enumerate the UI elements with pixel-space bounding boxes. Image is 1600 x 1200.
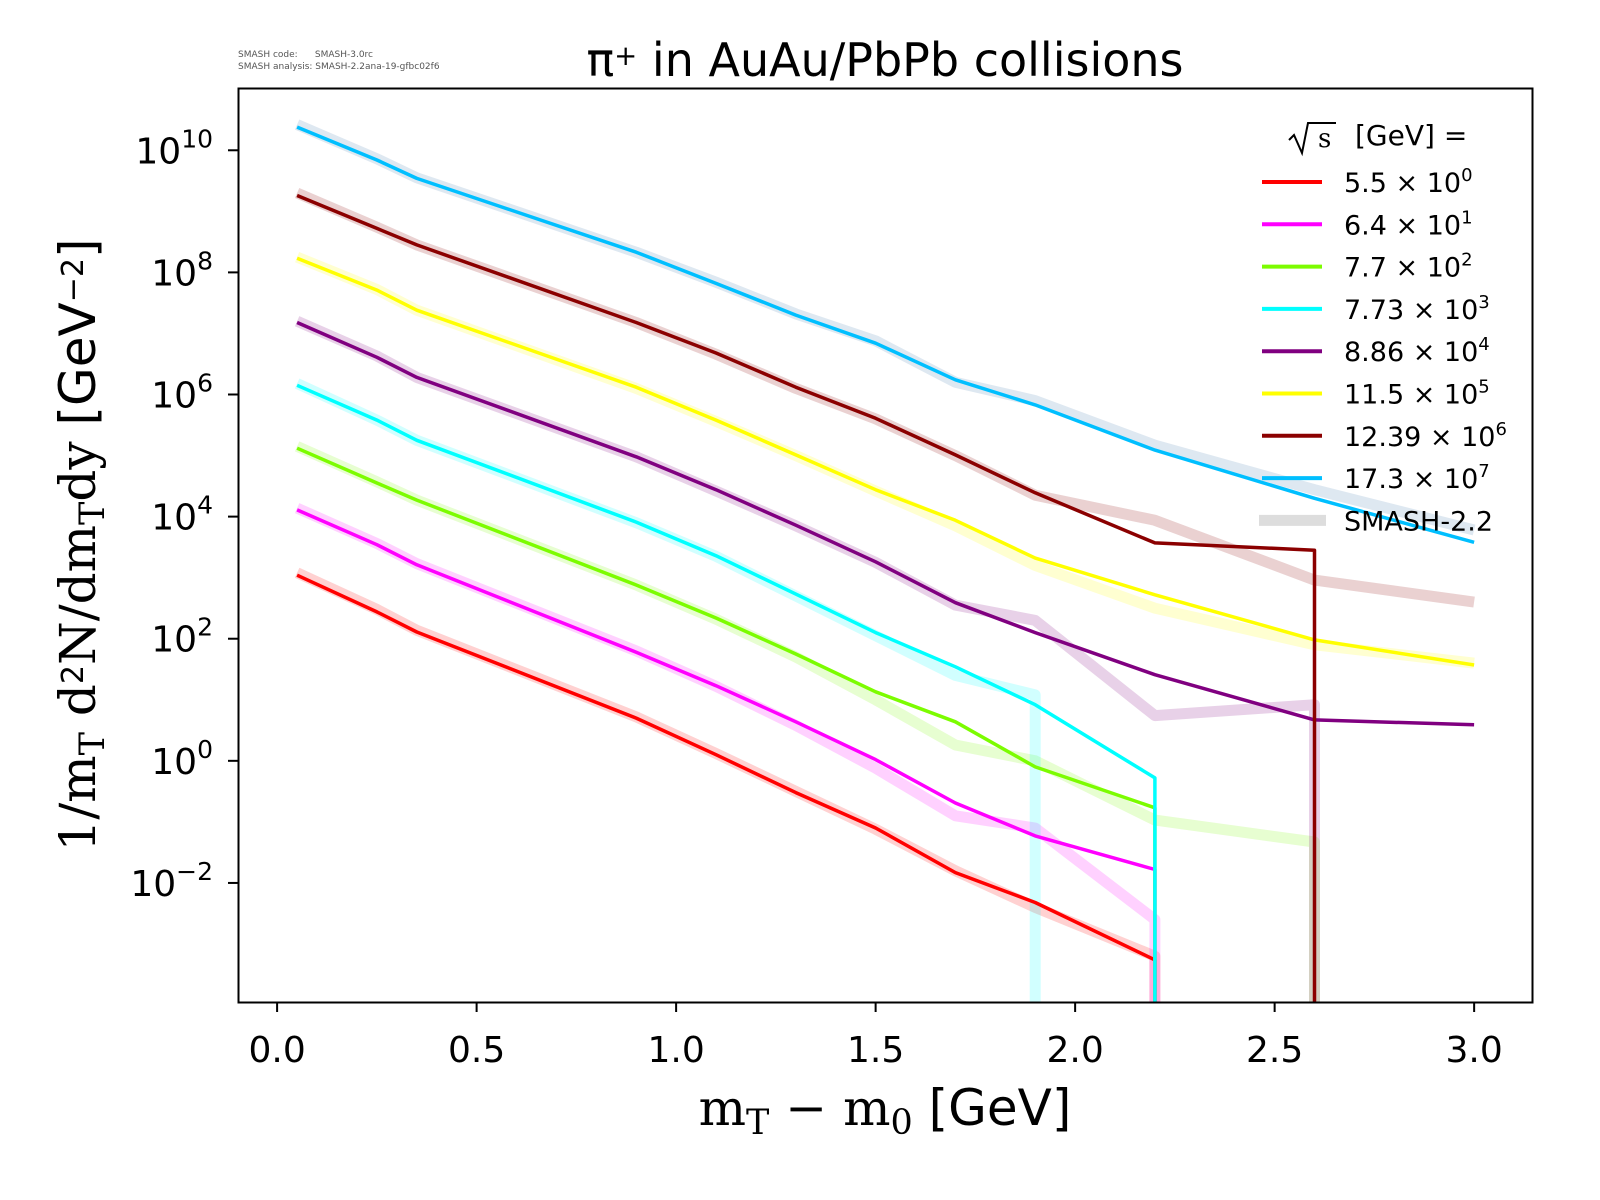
reference-series [294,119,1476,1002]
label-part: −2 [56,258,91,302]
y-tick-label: 1010 [135,124,213,172]
x-tick-label: 1.0 [647,1030,704,1071]
label-part: − [769,1079,843,1137]
label-part: + [614,39,637,72]
legend-label: 7.7 × 102 [1344,250,1473,284]
reference-line [294,378,1041,1002]
x-tick-label: 0.5 [448,1030,505,1071]
legend-label-reference: SMASH-2.2 [1344,506,1493,537]
y-tick-base: 10 [151,375,197,416]
label-part: dy [49,426,107,502]
legend-exponent: 7 [1478,461,1489,482]
y-tick-label: 108 [151,246,213,294]
label-part: T [73,732,113,755]
y-tick-exponent: 2 [197,613,213,642]
x-tick-label: 1.5 [847,1030,904,1071]
y-tick-exponent: 10 [181,124,213,153]
y-tick-exponent: 0 [197,735,213,764]
label-part: 1/m [49,755,107,851]
data-series [296,125,1475,1002]
legend: s [GeV] = 5.5 × 100 6.4 × 101 7.7 × 102 7.73 … [1259,119,1507,537]
y-tick-exponent: −2 [176,857,213,886]
y-tick-label: 106 [151,368,213,416]
legend-label: 6.4 × 101 [1344,207,1473,241]
legend-mantissa: 5.5 × 10 [1344,168,1461,199]
legend-exponent: 1 [1461,207,1472,228]
y-tick-base: 10 [151,253,197,294]
label-part: [GeV] [913,1079,1072,1137]
y-axis-label: 1/mT d2N/dmTdy [GeV−2] [49,239,113,852]
legend-mantissa: 6.4 × 10 [1344,210,1461,241]
series-line [296,320,1475,727]
meta-smash-code: SMASH code: SMASH-3.0rc [238,50,373,60]
label-part: m [843,1079,890,1137]
legend-mantissa: 12.39 × 10 [1344,422,1495,453]
series-line [296,125,1475,544]
legend-title: [GeV] = [1355,119,1467,152]
label-part: 2 [56,665,91,684]
y-tick-base: 10 [151,620,197,661]
legend-exponent: 2 [1461,250,1472,271]
x-axis: 0.0 0.5 1.0 1.5 2.0 2.5 3.0 [248,1002,1503,1071]
x-axis-label: mT − m0 [GeV] [699,1079,1072,1143]
y-tick-base: 10 [135,131,181,172]
legend-exponent: 0 [1461,165,1472,186]
legend-title-s: s [1318,124,1331,154]
chart-title: π+ in AuAu/PbPb collisions [586,33,1183,87]
label-part: d [49,684,107,732]
legend-mantissa: 11.5 × 10 [1344,380,1478,411]
legend-mantissa: 17.3 × 10 [1344,464,1478,495]
sqrt-symbol [1288,122,1336,157]
series-line [296,256,1475,667]
legend-exponent: 5 [1478,377,1489,398]
y-tick-exponent: 6 [197,368,213,397]
legend-label: 17.3 × 107 [1344,461,1490,495]
y-tick-base: 10 [151,498,197,539]
y-tick-exponent: 8 [197,246,213,275]
series-line [296,383,1157,1002]
legend-mantissa: 8.86 × 10 [1344,337,1478,368]
x-tick-label: 2.5 [1246,1030,1303,1071]
y-tick-label: 104 [151,491,213,539]
label-part: T [73,502,113,525]
plot-frame [237,87,1534,1004]
x-tick-label: 3.0 [1446,1030,1503,1071]
label-part: 0 [890,1103,912,1143]
legend-label: 8.86 × 104 [1344,334,1490,368]
label-part: π [586,33,614,87]
label-part: N/dm [49,525,107,665]
x-tick-label: 0.0 [248,1030,305,1071]
series-line [296,446,1157,1002]
series-line [296,193,1317,1002]
legend-exponent: 3 [1478,292,1489,313]
y-tick-exponent: 4 [197,491,213,520]
legend-exponent: 6 [1495,419,1506,440]
series-line [296,508,1157,1002]
y-tick-label: 10−2 [130,857,213,905]
legend-label: 11.5 × 105 [1344,377,1490,411]
label-part: m [699,1079,746,1137]
label-part: in AuAu/PbPb collisions [637,33,1183,87]
label-part: [GeV [49,302,107,425]
x-tick-label: 2.0 [1046,1030,1103,1071]
series-line [296,573,1157,1002]
legend-label: 12.39 × 106 [1344,419,1507,453]
y-tick-base: 10 [130,864,176,905]
legend-mantissa: 7.7 × 10 [1344,253,1461,284]
label-part: T [746,1103,769,1143]
legend-mantissa: 7.73 × 10 [1344,295,1478,326]
y-tick-label: 100 [151,735,213,783]
legend-exponent: 4 [1478,334,1489,355]
legend-label: 5.5 × 100 [1344,165,1473,199]
y-tick-label: 102 [151,613,213,661]
label-part: ] [49,239,107,259]
legend-label: 7.73 × 103 [1344,292,1490,326]
y-tick-base: 10 [151,742,197,783]
meta-smash-analysis: SMASH analysis: SMASH-2.2ana-19-gfbc02f6 [238,62,440,72]
meta-info: SMASH code: SMASH-3.0rc SMASH analysis: … [238,50,440,72]
